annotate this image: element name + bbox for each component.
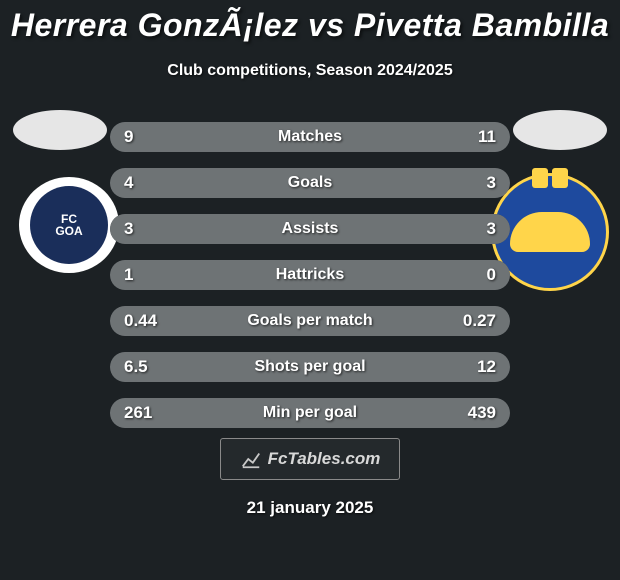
stat-value-right: 3: [487, 219, 496, 239]
player-left-head: [13, 110, 107, 150]
stat-label: Matches: [110, 128, 510, 146]
stat-label: Min per goal: [110, 404, 510, 422]
stat-row: Assists3 3: [110, 214, 510, 244]
player-right-head: [513, 110, 607, 150]
stat-label: Goals: [110, 174, 510, 192]
stat-value-left: 4: [124, 173, 133, 193]
stat-value-right: 11: [478, 127, 496, 147]
stat-value-left: 1: [124, 265, 133, 285]
stat-row: Hattricks1 0: [110, 260, 510, 290]
stat-value-left: 0.44: [124, 311, 157, 331]
stat-row: Min per goal261 439: [110, 398, 510, 428]
stat-value-left: 3: [124, 219, 133, 239]
stat-label: Goals per match: [110, 312, 510, 330]
stat-row: Matches9 11: [110, 122, 510, 152]
stat-label: Shots per goal: [110, 358, 510, 376]
stat-bars: Matches911Goals43Assists33Hattricks10Goa…: [110, 122, 510, 444]
stat-row: Goals per match0.44 0.27: [110, 306, 510, 336]
stat-row: Goals4 3: [110, 168, 510, 198]
page-subtitle: Club competitions, Season 2024/2025: [0, 62, 620, 80]
stat-value-right: 3: [487, 173, 496, 193]
page-title: Herrera GonzÃ¡lez vs Pivetta Bambilla: [0, 7, 620, 44]
chart-icon: [240, 448, 262, 470]
stat-value-left: 9: [124, 127, 133, 147]
watermark: FcTables.com: [220, 438, 400, 480]
stat-value-left: 261: [124, 403, 152, 423]
stat-row: Shots per goal6.5 12: [110, 352, 510, 382]
date-text: 21 january 2025: [0, 498, 620, 518]
stat-label: Hattricks: [110, 266, 510, 284]
stat-value-right: 439: [468, 403, 496, 423]
stat-label: Assists: [110, 220, 510, 238]
watermark-text: FcTables.com: [268, 449, 381, 469]
stat-value-right: 0: [487, 265, 496, 285]
stat-value-right: 0.27: [463, 311, 496, 331]
stat-value-left: 6.5: [124, 357, 148, 377]
stat-value-right: 12: [477, 357, 496, 377]
